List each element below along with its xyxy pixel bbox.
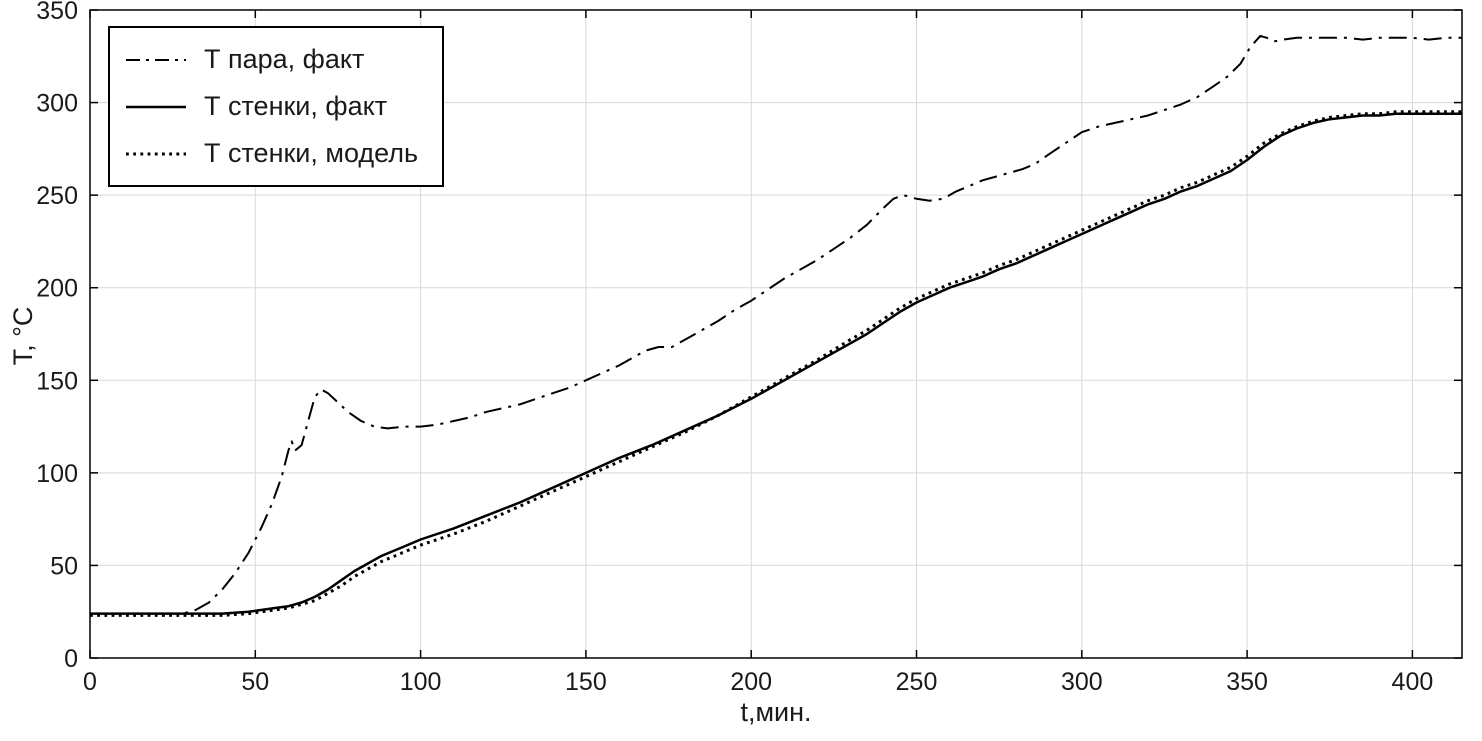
chart-legend: Т пара, факт Т стенки, факт Т стенки, моде… xyxy=(108,26,445,187)
y-tick-label: 50 xyxy=(50,552,78,580)
x-tick-label: 0 xyxy=(83,668,97,696)
y-tick-label: 100 xyxy=(36,460,78,488)
y-tick-label: 350 xyxy=(36,0,78,25)
series-line-dotted xyxy=(90,110,1462,617)
y-tick-label: 0 xyxy=(64,645,78,673)
x-tick-label: 300 xyxy=(1061,668,1103,696)
y-tick-label: 150 xyxy=(36,367,78,395)
y-tick-label: 300 xyxy=(36,90,78,118)
series-line-solid xyxy=(90,112,1462,615)
x-tick-label: 250 xyxy=(896,668,938,696)
x-tick-label: 50 xyxy=(241,668,269,696)
y-tick-label: 200 xyxy=(36,275,78,303)
x-tick-label: 150 xyxy=(565,668,607,696)
legend-label: Т стенки, модель xyxy=(204,138,419,168)
x-axis-label: t,мин. xyxy=(740,697,812,727)
y-tick-label: 250 xyxy=(36,182,78,210)
legend-item: Т стенки, факт xyxy=(124,83,418,130)
x-tick-label: 100 xyxy=(400,668,442,696)
x-tick-label: 200 xyxy=(730,668,772,696)
legend-label: Т стенки, факт xyxy=(204,91,388,121)
x-tick-label: 350 xyxy=(1226,668,1268,696)
legend-line-sample-solid xyxy=(126,105,186,108)
y-axis-label: T, °C xyxy=(8,306,38,366)
axes-border xyxy=(89,9,1463,659)
legend-line-sample-dashdot xyxy=(126,58,186,61)
series-line-dashdot xyxy=(90,34,1462,615)
legend-line-sample-dotted xyxy=(126,152,186,155)
legend-item: Т стенки, модель xyxy=(124,130,418,177)
legend-label: Т пара, факт xyxy=(204,44,365,74)
x-tick-label: 400 xyxy=(1392,668,1434,696)
legend-item: Т пара, факт xyxy=(124,36,418,83)
